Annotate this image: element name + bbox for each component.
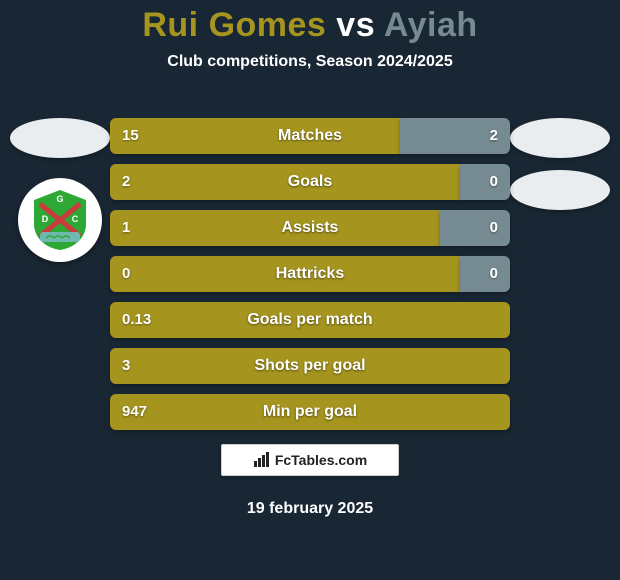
club-badge-svg: G D C xyxy=(26,186,94,254)
season-subtitle: Club competitions, Season 2024/2025 xyxy=(0,53,620,71)
stat-label: Assists xyxy=(110,210,510,246)
stat-row: 3Shots per goal xyxy=(110,348,510,384)
vs-text: vs xyxy=(336,6,375,44)
stats-container: 152Matches 20Goals 10Assists 00Hattricks 0.1… xyxy=(110,118,510,440)
right-disc-2 xyxy=(510,170,610,210)
player1-name: Rui Gomes xyxy=(142,6,326,44)
stat-row: 20Goals xyxy=(110,164,510,200)
right-disc-1 xyxy=(510,118,610,158)
svg-text:G: G xyxy=(56,194,63,204)
comparison-title: Rui Gomes vs Ayiah xyxy=(0,0,620,45)
fctables-text: FcTables.com xyxy=(275,452,367,468)
stat-label: Goals per match xyxy=(110,302,510,338)
left-disc-1 xyxy=(10,118,110,158)
stat-row: 00Hattricks xyxy=(110,256,510,292)
stat-row: 10Assists xyxy=(110,210,510,246)
bar-chart-icon xyxy=(253,452,271,468)
stat-label: Goals xyxy=(110,164,510,200)
stat-row: 947Min per goal xyxy=(110,394,510,430)
stat-label: Matches xyxy=(110,118,510,154)
stat-label: Min per goal xyxy=(110,394,510,430)
stat-row: 152Matches xyxy=(110,118,510,154)
stat-label: Shots per goal xyxy=(110,348,510,384)
fctables-logo[interactable]: FcTables.com xyxy=(221,444,399,476)
stat-label: Hattricks xyxy=(110,256,510,292)
date-label: 19 february 2025 xyxy=(0,500,620,518)
stat-row: 0.13Goals per match xyxy=(110,302,510,338)
svg-text:C: C xyxy=(72,214,79,224)
svg-text:D: D xyxy=(42,214,49,224)
club-badge: G D C xyxy=(18,178,102,262)
player2-name: Ayiah xyxy=(384,6,478,44)
